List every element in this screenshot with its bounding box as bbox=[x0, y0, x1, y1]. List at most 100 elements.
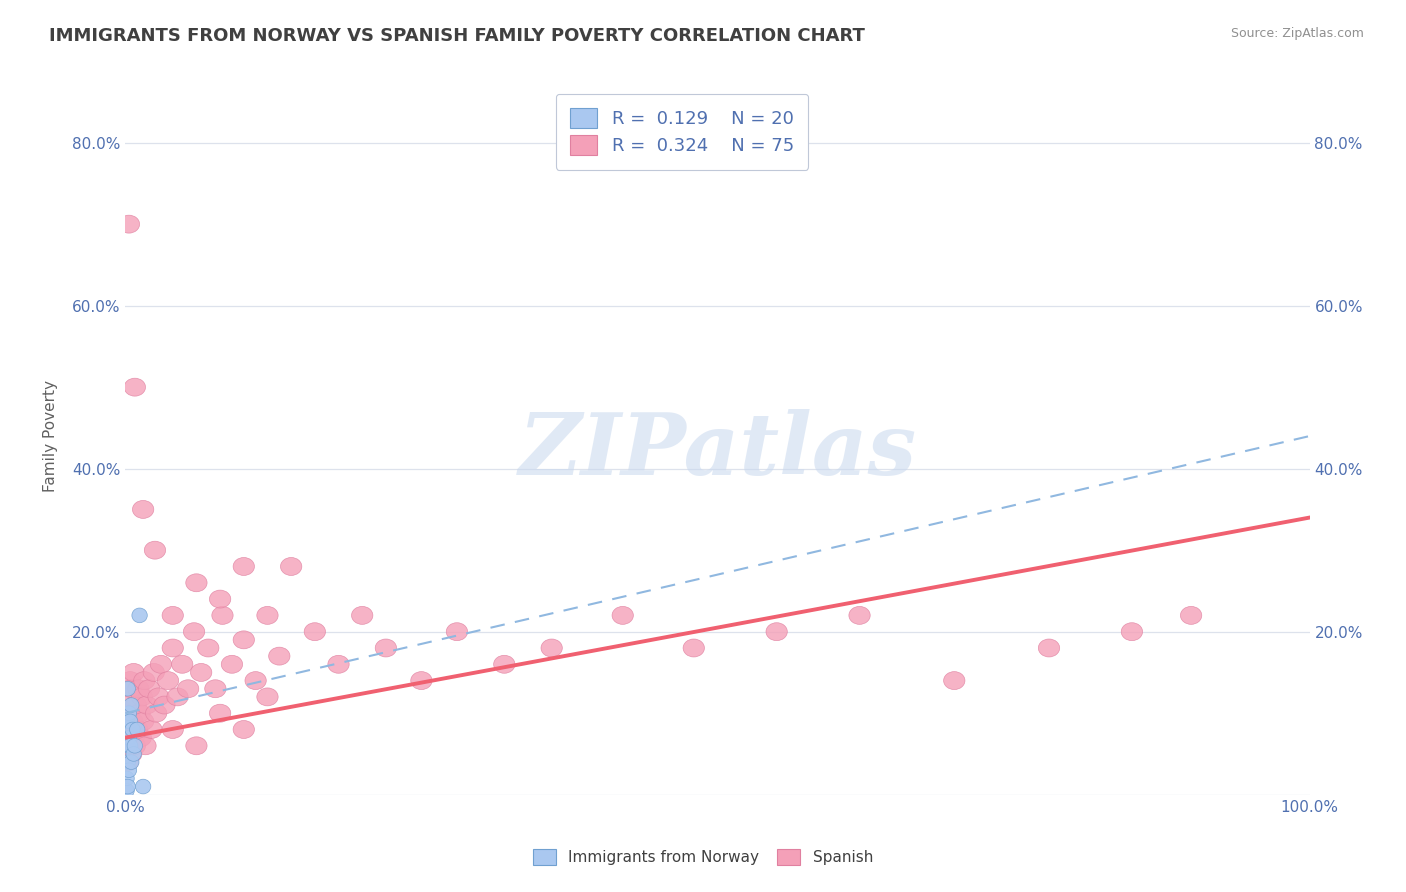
Ellipse shape bbox=[135, 737, 156, 755]
Ellipse shape bbox=[132, 500, 153, 518]
Ellipse shape bbox=[120, 714, 134, 729]
Ellipse shape bbox=[118, 215, 139, 233]
Ellipse shape bbox=[541, 639, 562, 657]
Ellipse shape bbox=[141, 721, 162, 739]
Ellipse shape bbox=[118, 737, 139, 755]
Ellipse shape bbox=[352, 607, 373, 624]
Ellipse shape bbox=[157, 672, 179, 690]
Ellipse shape bbox=[145, 704, 167, 723]
Ellipse shape bbox=[198, 639, 219, 657]
Ellipse shape bbox=[135, 780, 150, 794]
Ellipse shape bbox=[138, 680, 160, 698]
Ellipse shape bbox=[127, 721, 148, 739]
Ellipse shape bbox=[167, 688, 188, 706]
Ellipse shape bbox=[209, 591, 231, 608]
Ellipse shape bbox=[121, 731, 136, 745]
Ellipse shape bbox=[145, 541, 166, 559]
Ellipse shape bbox=[162, 607, 183, 624]
Ellipse shape bbox=[124, 698, 139, 713]
Ellipse shape bbox=[122, 713, 143, 731]
Ellipse shape bbox=[446, 623, 468, 640]
Ellipse shape bbox=[205, 680, 226, 698]
Ellipse shape bbox=[221, 656, 243, 673]
Ellipse shape bbox=[120, 739, 135, 753]
Ellipse shape bbox=[122, 714, 138, 729]
Ellipse shape bbox=[190, 664, 212, 681]
Ellipse shape bbox=[257, 688, 278, 706]
Ellipse shape bbox=[125, 723, 141, 737]
Ellipse shape bbox=[183, 623, 205, 640]
Ellipse shape bbox=[124, 737, 145, 755]
Ellipse shape bbox=[1181, 607, 1202, 624]
Ellipse shape bbox=[328, 656, 349, 673]
Ellipse shape bbox=[129, 723, 145, 737]
Ellipse shape bbox=[612, 607, 633, 624]
Ellipse shape bbox=[150, 656, 172, 673]
Ellipse shape bbox=[124, 755, 139, 770]
Ellipse shape bbox=[122, 729, 145, 747]
Ellipse shape bbox=[153, 696, 176, 714]
Ellipse shape bbox=[245, 672, 266, 690]
Ellipse shape bbox=[209, 704, 231, 723]
Ellipse shape bbox=[212, 607, 233, 624]
Ellipse shape bbox=[766, 623, 787, 640]
Ellipse shape bbox=[269, 648, 290, 665]
Ellipse shape bbox=[117, 704, 138, 723]
Ellipse shape bbox=[117, 753, 138, 771]
Ellipse shape bbox=[233, 558, 254, 575]
Ellipse shape bbox=[162, 721, 183, 739]
Ellipse shape bbox=[118, 688, 139, 706]
Ellipse shape bbox=[849, 607, 870, 624]
Ellipse shape bbox=[127, 739, 142, 753]
Ellipse shape bbox=[120, 755, 135, 770]
Ellipse shape bbox=[120, 780, 135, 794]
Ellipse shape bbox=[172, 656, 193, 673]
Ellipse shape bbox=[120, 783, 134, 798]
Ellipse shape bbox=[120, 721, 141, 739]
Ellipse shape bbox=[136, 696, 157, 714]
Ellipse shape bbox=[124, 378, 145, 396]
Ellipse shape bbox=[233, 631, 254, 648]
Ellipse shape bbox=[134, 672, 155, 690]
Legend: R =  0.129    N = 20, R =  0.324    N = 75: R = 0.129 N = 20, R = 0.324 N = 75 bbox=[555, 94, 808, 169]
Ellipse shape bbox=[122, 739, 138, 753]
Ellipse shape bbox=[121, 680, 142, 698]
Ellipse shape bbox=[128, 680, 149, 698]
Ellipse shape bbox=[143, 664, 165, 681]
Ellipse shape bbox=[162, 639, 183, 657]
Ellipse shape bbox=[411, 672, 432, 690]
Ellipse shape bbox=[132, 713, 153, 731]
Ellipse shape bbox=[148, 688, 169, 706]
Ellipse shape bbox=[132, 608, 148, 623]
Text: ZIPatlas: ZIPatlas bbox=[519, 409, 917, 492]
Ellipse shape bbox=[186, 737, 207, 755]
Ellipse shape bbox=[122, 664, 145, 681]
Ellipse shape bbox=[121, 706, 136, 721]
Text: Source: ZipAtlas.com: Source: ZipAtlas.com bbox=[1230, 27, 1364, 40]
Ellipse shape bbox=[1121, 623, 1143, 640]
Ellipse shape bbox=[494, 656, 515, 673]
Ellipse shape bbox=[120, 681, 135, 696]
Ellipse shape bbox=[120, 771, 134, 786]
Ellipse shape bbox=[943, 672, 965, 690]
Ellipse shape bbox=[121, 763, 136, 778]
Ellipse shape bbox=[121, 745, 142, 763]
Ellipse shape bbox=[177, 680, 198, 698]
Ellipse shape bbox=[683, 639, 704, 657]
Legend: Immigrants from Norway, Spanish: Immigrants from Norway, Spanish bbox=[527, 843, 879, 871]
Ellipse shape bbox=[1039, 639, 1060, 657]
Ellipse shape bbox=[233, 721, 254, 739]
Ellipse shape bbox=[120, 672, 141, 690]
Ellipse shape bbox=[127, 747, 142, 761]
Ellipse shape bbox=[280, 558, 302, 575]
Ellipse shape bbox=[375, 639, 396, 657]
Ellipse shape bbox=[125, 696, 146, 714]
Ellipse shape bbox=[257, 607, 278, 624]
Ellipse shape bbox=[129, 704, 150, 723]
Ellipse shape bbox=[304, 623, 326, 640]
Text: IMMIGRANTS FROM NORWAY VS SPANISH FAMILY POVERTY CORRELATION CHART: IMMIGRANTS FROM NORWAY VS SPANISH FAMILY… bbox=[49, 27, 865, 45]
Ellipse shape bbox=[115, 737, 138, 755]
Ellipse shape bbox=[131, 688, 153, 706]
Ellipse shape bbox=[186, 574, 207, 591]
Ellipse shape bbox=[131, 729, 152, 747]
